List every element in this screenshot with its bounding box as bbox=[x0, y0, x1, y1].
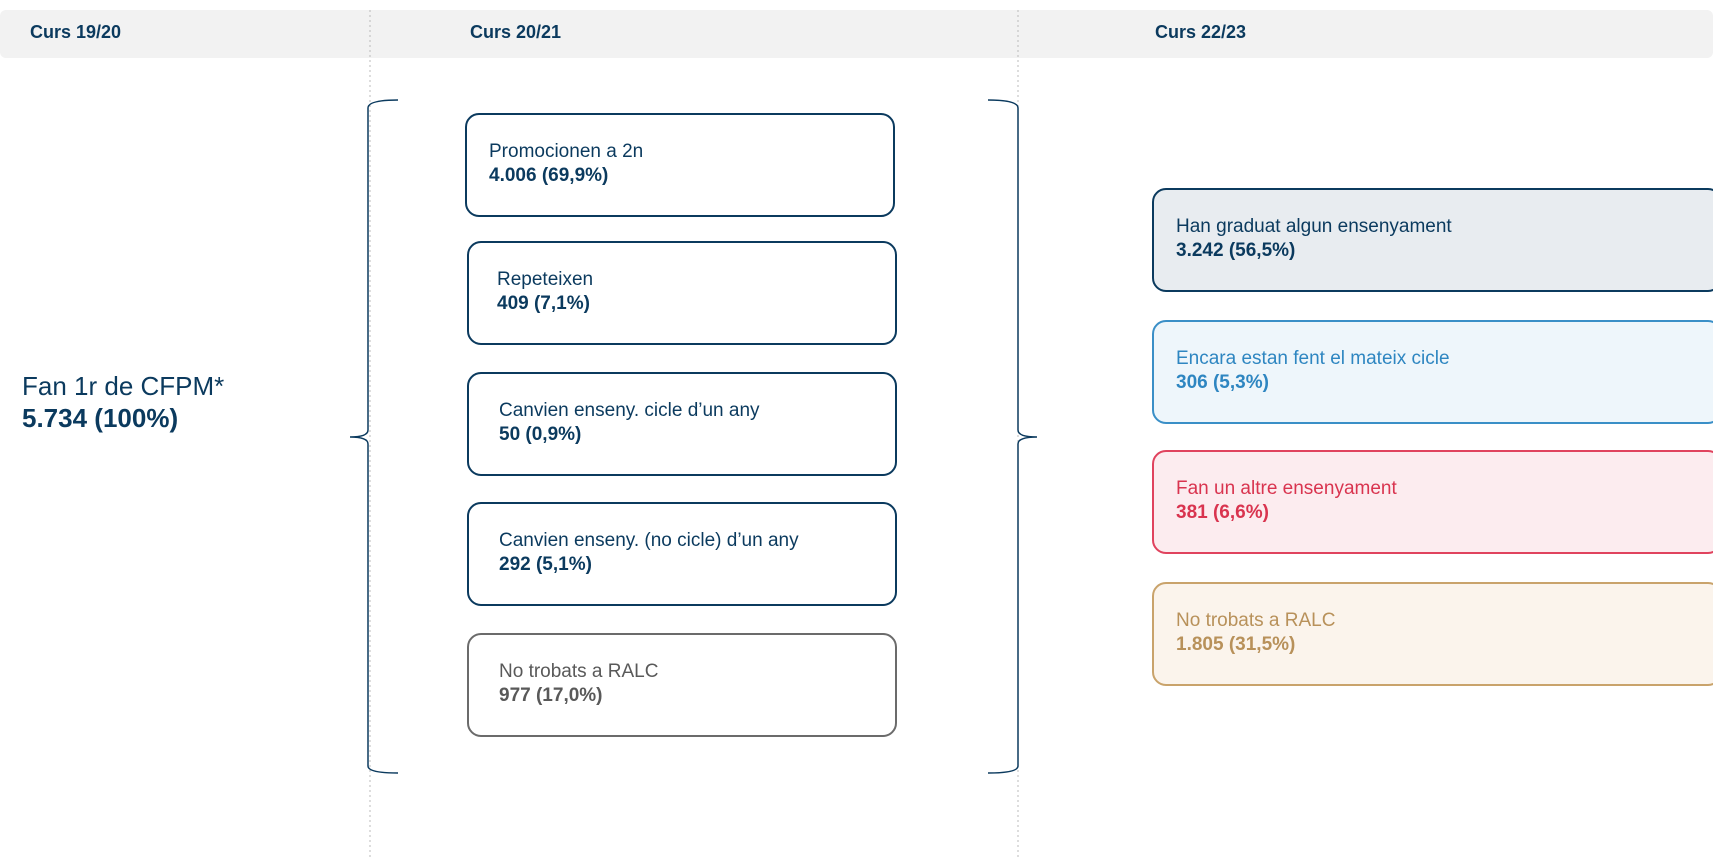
box-label: Canvien enseny. (no cicle) d’un any bbox=[499, 530, 799, 551]
origin-node: Fan 1r de CFPM* 5.734 (100%) bbox=[22, 370, 224, 434]
box-value: 1.805 (31,5%) bbox=[1176, 634, 1296, 655]
right-box: Han graduat algun ensenyament 3.242 (56,5… bbox=[1152, 188, 1713, 292]
left-brace bbox=[349, 99, 399, 774]
column-label: Curs 22/23 bbox=[1155, 22, 1247, 42]
header-bar bbox=[0, 10, 1713, 58]
middle-box: Repeteixen 409 (7,1%) bbox=[467, 241, 897, 345]
box-label: Han graduat algun ensenyament bbox=[1176, 216, 1452, 237]
middle-box: No trobats a RALC 977 (17,0%) bbox=[467, 633, 897, 737]
middle-box: Canvien enseny. cicle d’un any 50 (0,9%) bbox=[467, 372, 897, 476]
box-value: 977 (17,0%) bbox=[499, 685, 603, 706]
box-value: 381 (6,6%) bbox=[1176, 502, 1269, 523]
box-label: No trobats a RALC bbox=[1176, 610, 1336, 631]
origin-label: Fan 1r de CFPM* bbox=[22, 371, 225, 401]
right-brace bbox=[987, 99, 1038, 774]
column-label: Curs 19/20 bbox=[30, 22, 122, 42]
origin-value: 5.734 (100%) bbox=[22, 403, 179, 433]
right-box: Encara estan fent el mateix cicle 306 (5,… bbox=[1152, 320, 1713, 424]
box-value: 3.242 (56,5%) bbox=[1176, 240, 1296, 261]
box-value: 409 (7,1%) bbox=[497, 293, 590, 314]
box-label: Canvien enseny. cicle d’un any bbox=[499, 400, 760, 421]
box-value: 4.006 (69,9%) bbox=[489, 165, 609, 186]
right-box: No trobats a RALC 1.805 (31,5%) bbox=[1152, 582, 1713, 686]
box-value: 306 (5,3%) bbox=[1176, 372, 1269, 393]
box-label: Repeteixen bbox=[497, 269, 594, 290]
middle-box: Promocionen a 2n 4.006 (69,9%) bbox=[465, 113, 895, 217]
box-value: 50 (0,9%) bbox=[499, 424, 582, 445]
middle-box: Canvien enseny. (no cicle) d’un any 292 (… bbox=[467, 502, 897, 606]
box-value: 292 (5,1%) bbox=[499, 554, 592, 575]
box-label: Fan un altre ensenyament bbox=[1176, 478, 1397, 499]
column-label: Curs 20/21 bbox=[470, 22, 562, 42]
box-label: Encara estan fent el mateix cicle bbox=[1176, 348, 1450, 369]
box-label: No trobats a RALC bbox=[499, 661, 659, 682]
box-label: Promocionen a 2n bbox=[489, 141, 644, 162]
right-box: Fan un altre ensenyament 381 (6,6%) bbox=[1152, 450, 1713, 554]
